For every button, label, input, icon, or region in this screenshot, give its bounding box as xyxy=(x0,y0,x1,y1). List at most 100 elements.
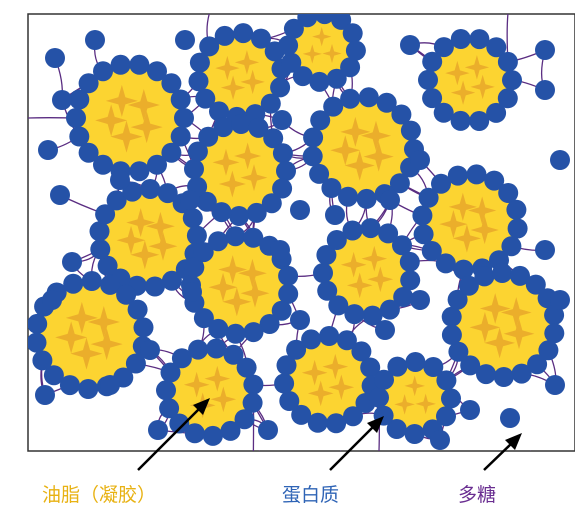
protein-arrow xyxy=(329,425,375,471)
protein-particle xyxy=(242,392,263,413)
protein-particle xyxy=(413,224,434,245)
polysaccharide-chain xyxy=(258,450,260,451)
protein-particle xyxy=(469,29,490,50)
pointer-arrows xyxy=(137,398,522,471)
protein-particle xyxy=(404,424,425,444)
protein-particle xyxy=(270,77,291,98)
protein-particle xyxy=(476,364,496,385)
protein-particle xyxy=(110,54,131,75)
polysaccharide-chain xyxy=(120,450,121,451)
protein-particle xyxy=(208,231,229,252)
protein-particle xyxy=(260,93,281,114)
protein-particle xyxy=(193,308,214,329)
protein-particle xyxy=(436,406,456,427)
protein-particle xyxy=(336,330,357,351)
oil-droplet xyxy=(40,285,140,385)
protein-particle xyxy=(223,344,244,365)
protein-particle xyxy=(535,80,555,100)
oil-droplet xyxy=(383,366,447,430)
protein-particle xyxy=(527,354,548,375)
protein-particle xyxy=(42,290,62,310)
protein-particle xyxy=(412,205,433,226)
protein-particle xyxy=(93,61,113,82)
protein-particle xyxy=(410,150,430,170)
protein-particle xyxy=(441,306,462,327)
protein-particle xyxy=(187,141,208,162)
protein-particle xyxy=(209,101,229,122)
protein-particle xyxy=(342,23,363,44)
protein-particle xyxy=(435,253,456,274)
protein-particle xyxy=(410,290,430,310)
oil-gel-label: 油脂（凝胶） xyxy=(42,484,157,506)
protein-particle xyxy=(453,259,474,280)
protein-particle xyxy=(351,341,372,362)
protein-particle xyxy=(316,245,337,265)
protein-particle xyxy=(340,88,361,109)
protein-particle xyxy=(281,52,302,73)
protein-particle xyxy=(400,35,420,55)
protein-particle xyxy=(376,92,397,113)
protein-particle xyxy=(507,218,528,239)
protein-particle xyxy=(433,102,454,123)
protein-particle xyxy=(447,289,468,310)
protein-particle xyxy=(400,270,421,291)
protein-particle xyxy=(400,120,421,141)
protein-particle xyxy=(38,140,58,160)
protein-particle xyxy=(261,193,282,214)
protein-particle xyxy=(182,282,202,302)
protein-particle xyxy=(195,88,216,109)
protein-particle xyxy=(418,187,439,208)
protein-particle xyxy=(129,54,150,75)
protein-particle xyxy=(486,102,507,123)
protein-particle xyxy=(140,340,160,360)
protein-particle xyxy=(328,295,349,316)
oil-droplet xyxy=(316,101,410,195)
protein-particle xyxy=(211,202,232,223)
protein-particle xyxy=(229,206,249,226)
polysaccharide-arrow xyxy=(483,442,513,471)
protein-particle xyxy=(225,323,246,344)
protein-particle xyxy=(263,128,284,149)
protein-particle xyxy=(342,220,363,241)
protein-particle xyxy=(431,173,451,194)
protein-particle xyxy=(292,66,313,87)
protein-particle xyxy=(418,69,438,90)
protein-particle xyxy=(447,165,468,186)
protein-particle xyxy=(466,164,487,185)
protein-particle xyxy=(307,412,328,433)
protein-particle xyxy=(474,266,495,287)
protein-particles xyxy=(28,14,570,450)
protein-particle xyxy=(59,375,80,396)
protein-particle xyxy=(248,117,269,138)
protein-particle xyxy=(161,73,182,94)
protein-particle xyxy=(290,200,310,220)
protein-particle xyxy=(274,373,295,394)
protein-particle xyxy=(469,111,490,131)
protein-particle xyxy=(125,353,146,374)
protein-particle xyxy=(297,14,318,28)
protein-particle xyxy=(62,252,82,272)
oil-droplet xyxy=(80,68,180,168)
protein-particle xyxy=(441,324,462,345)
protein-arrowhead xyxy=(367,416,384,433)
protein-particle xyxy=(147,154,167,175)
protein-particle xyxy=(63,273,84,294)
protein-particle xyxy=(387,356,408,377)
protein-particle xyxy=(159,398,180,419)
protein-particle xyxy=(116,284,137,305)
protein-particle xyxy=(326,413,347,434)
protein-particle xyxy=(321,178,342,198)
protein-particle xyxy=(450,110,471,131)
protein-particle xyxy=(379,299,400,320)
protein-particle xyxy=(340,57,361,78)
polysaccharide-chain xyxy=(59,450,60,451)
protein-particle xyxy=(279,391,300,411)
protein-particle xyxy=(360,218,381,239)
protein-particle xyxy=(326,68,347,89)
protein-particle xyxy=(535,40,555,60)
protein-particle xyxy=(272,110,292,130)
protein-particle xyxy=(170,126,191,147)
protein-particle xyxy=(386,419,407,439)
protein-particle xyxy=(319,326,340,346)
protein-particle xyxy=(170,89,191,110)
